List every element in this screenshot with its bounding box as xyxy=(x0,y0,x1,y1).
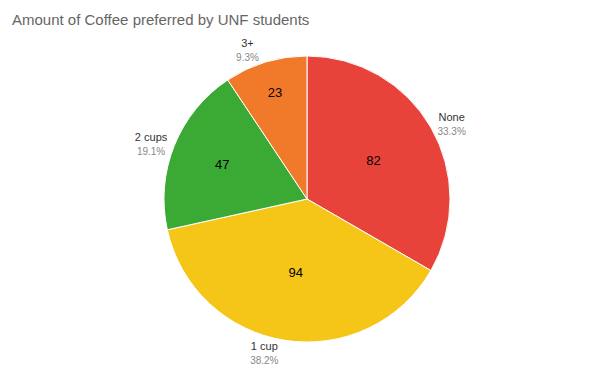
svg-text:2 cups19.1%: 2 cups19.1% xyxy=(135,131,168,157)
svg-text:1 cup38.2%: 1 cup38.2% xyxy=(250,340,278,366)
svg-text:82: 82 xyxy=(366,153,380,168)
svg-text:3+9.3%: 3+9.3% xyxy=(236,37,259,63)
svg-text:None33.3%: None33.3% xyxy=(437,111,465,137)
svg-text:Amount of Coffee preferred by: Amount of Coffee preferred by UNF studen… xyxy=(12,11,309,28)
svg-text:23: 23 xyxy=(268,85,282,100)
svg-text:94: 94 xyxy=(288,265,302,280)
svg-text:47: 47 xyxy=(215,157,229,172)
